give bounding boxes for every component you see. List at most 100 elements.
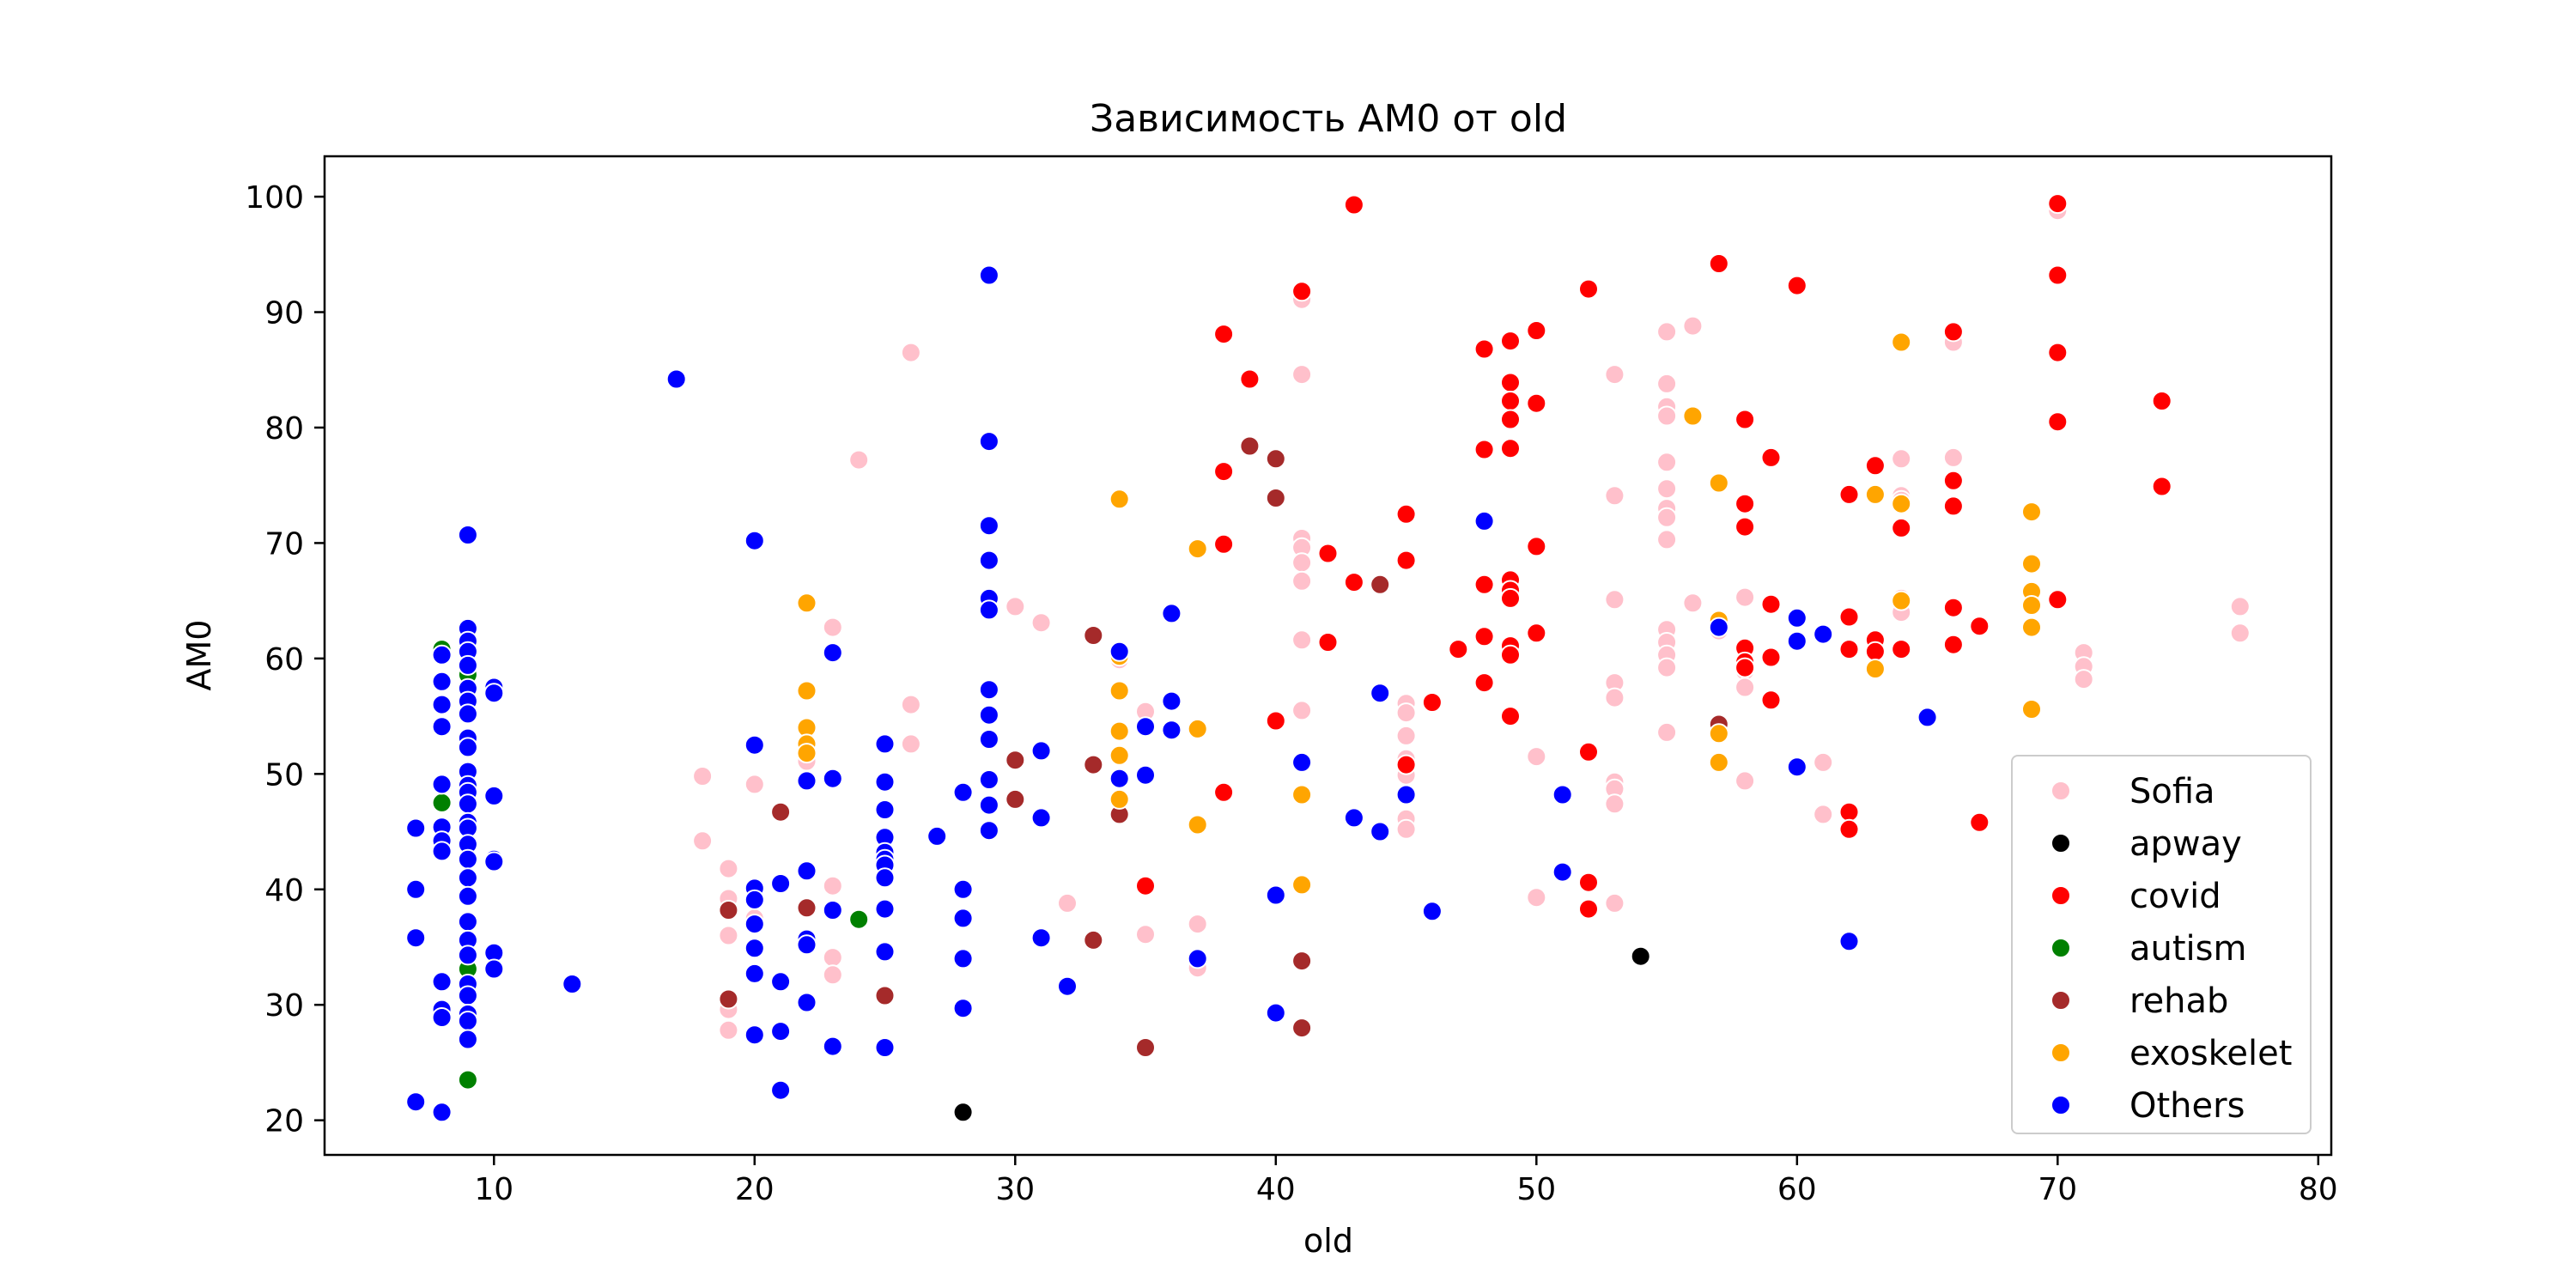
data-point	[874, 898, 896, 920]
legend-box	[2011, 755, 2312, 1134]
data-point	[952, 948, 974, 969]
data-point	[2229, 623, 2251, 644]
data-point	[1239, 435, 1261, 457]
data-point	[1578, 898, 1599, 920]
data-point	[718, 925, 739, 946]
data-point	[1682, 315, 1704, 337]
data-point	[952, 998, 974, 1019]
data-point	[457, 525, 478, 545]
data-point	[1682, 592, 1704, 614]
data-point	[1942, 634, 1964, 655]
data-point	[770, 1079, 792, 1101]
legend-marker	[2050, 938, 2071, 958]
y-tick-label: 50	[264, 757, 304, 793]
data-point	[927, 825, 948, 847]
data-point	[1656, 529, 1678, 550]
data-point	[457, 1011, 478, 1031]
data-point	[1421, 692, 1443, 713]
data-point	[1891, 590, 1912, 611]
data-point	[457, 911, 478, 933]
data-point	[1291, 364, 1313, 386]
data-point	[1109, 768, 1130, 789]
data-point	[1864, 455, 1886, 477]
data-point	[1656, 721, 1678, 743]
chart-title: Зависимость AM0 от old	[1090, 97, 1567, 141]
data-point	[431, 644, 453, 665]
data-point	[1735, 493, 1756, 514]
data-point	[1708, 751, 1729, 773]
data-point	[1656, 452, 1678, 473]
data-point	[1265, 710, 1286, 732]
data-point	[457, 703, 478, 725]
data-point	[900, 733, 921, 755]
data-point	[744, 734, 765, 756]
data-point	[796, 897, 817, 919]
legend-label: Sofia	[2129, 772, 2215, 811]
data-point	[2047, 193, 2069, 215]
data-point	[848, 908, 870, 930]
data-point	[1500, 391, 1521, 411]
data-point	[1030, 740, 1052, 762]
data-point	[1942, 447, 1964, 468]
data-point	[1813, 751, 1834, 773]
data-point	[1786, 275, 1807, 296]
data-point	[1735, 516, 1756, 538]
data-point	[744, 1024, 765, 1046]
data-point	[457, 867, 478, 889]
data-point	[796, 770, 817, 792]
data-point	[1500, 331, 1521, 352]
data-point	[1005, 750, 1026, 771]
data-point	[1109, 641, 1130, 662]
data-point	[405, 927, 427, 949]
data-point	[952, 908, 974, 929]
data-point	[1135, 875, 1156, 896]
data-point	[1604, 687, 1625, 708]
data-point	[1630, 945, 1651, 967]
data-point	[1708, 472, 1729, 494]
data-point	[1370, 821, 1391, 842]
x-tick-label: 40	[1256, 1172, 1296, 1207]
data-point	[1552, 861, 1573, 883]
data-point	[1005, 788, 1026, 810]
data-point	[1786, 756, 1807, 778]
data-point	[1083, 929, 1104, 951]
data-point	[1682, 405, 1704, 427]
data-point	[2047, 264, 2069, 286]
data-point	[1891, 493, 1912, 514]
data-point	[1760, 593, 1782, 615]
data-point	[1969, 616, 1990, 637]
data-point	[1500, 372, 1521, 393]
data-point	[744, 963, 765, 984]
legend-marker	[2050, 990, 2071, 1011]
data-point	[1838, 606, 1860, 628]
data-point	[1604, 589, 1625, 611]
data-point	[1370, 574, 1391, 595]
legend-label: rehab	[2129, 981, 2228, 1021]
data-point	[1864, 659, 1886, 679]
data-point	[692, 766, 714, 787]
data-point	[1161, 720, 1182, 741]
data-point	[1942, 597, 1964, 618]
data-point	[1291, 629, 1313, 651]
series-covid	[1135, 193, 2172, 920]
data-point	[744, 914, 765, 935]
data-point	[796, 992, 817, 1013]
data-point	[1109, 720, 1130, 742]
series-exoskelet	[796, 331, 2042, 896]
data-point	[874, 733, 896, 755]
data-point	[822, 768, 843, 789]
data-point	[431, 716, 453, 738]
data-point	[2021, 553, 2042, 574]
data-point	[1942, 321, 1964, 343]
legend-marker	[2050, 1042, 2071, 1063]
data-point	[405, 878, 427, 900]
data-point	[2073, 669, 2094, 690]
data-point	[1942, 495, 1964, 517]
data-point	[1291, 874, 1313, 896]
data-point	[431, 694, 453, 715]
data-point	[1187, 814, 1208, 835]
data-point	[718, 900, 739, 920]
data-point	[431, 792, 453, 813]
data-point	[1500, 409, 1521, 430]
data-point	[1083, 754, 1104, 775]
